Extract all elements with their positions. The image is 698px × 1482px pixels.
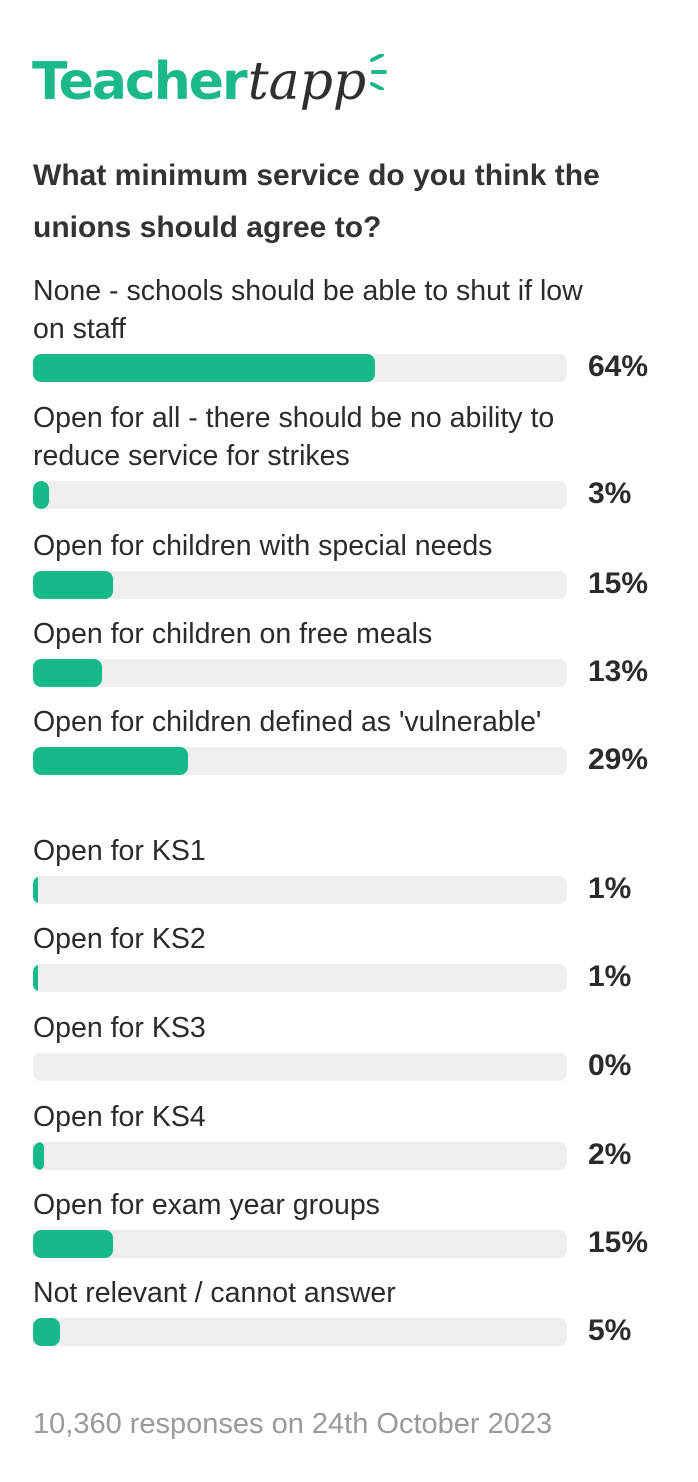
bar-fill [33, 964, 39, 992]
percentage-label: 15% [588, 1226, 649, 1259]
bar-row: 0% [33, 1049, 673, 1082]
sparkle-icon [370, 54, 388, 90]
bar-fill [33, 481, 50, 509]
percentage-label: 1% [588, 872, 632, 905]
percentage-label: 1% [588, 960, 632, 993]
poll-question: What minimum service do you think the un… [33, 159, 600, 244]
bar-track [33, 1318, 567, 1346]
bar-row: 13% [33, 655, 673, 688]
percentage-label: 5% [588, 1314, 632, 1347]
poll-option: None - schools should be able to shut if… [33, 272, 673, 383]
bar-row: 1% [33, 872, 673, 905]
option-label: Open for all - there should be no abilit… [33, 402, 555, 472]
bar-row: 15% [33, 567, 673, 600]
percentage-label: 13% [588, 655, 649, 688]
bar-track [33, 354, 567, 382]
option-label: Open for children on free meals [33, 618, 433, 650]
logo-tapp-text: tapp [247, 52, 367, 112]
poll-option: Open for all - there should be no abilit… [33, 399, 673, 510]
bar-row: 5% [33, 1314, 673, 1347]
bar-fill [33, 659, 103, 687]
bar-track [33, 747, 567, 775]
option-label: Open for KS1 [33, 835, 206, 867]
poll-option: Open for children on free meals 13% [33, 615, 673, 688]
percentage-label: 2% [588, 1138, 632, 1171]
bar-track [33, 1230, 567, 1258]
bar-track [33, 876, 567, 904]
poll-option: Open for children defined as 'vulnerable… [33, 703, 673, 776]
bar-row: 15% [33, 1226, 673, 1259]
bar-track [33, 964, 567, 992]
option-label: Open for KS2 [33, 923, 206, 955]
percentage-label: 15% [588, 567, 649, 600]
poll-option: Open for exam year groups 15% [33, 1186, 673, 1259]
logo-teacher-text: Teacher [32, 52, 248, 112]
percentage-label: 64% [588, 350, 649, 383]
bar-fill [33, 354, 375, 382]
bar-fill [33, 1142, 44, 1170]
bar-fill [33, 1230, 114, 1258]
poll-option: Open for KS3 0% [33, 1009, 673, 1082]
poll-option: Open for KS4 2% [33, 1098, 673, 1171]
poll-option: Open for children with special needs 15% [33, 527, 673, 600]
bar-row: 2% [33, 1138, 673, 1171]
responses-footer: 10,360 responses on 24th October 2023 [33, 1408, 553, 1440]
bar-row: 64% [33, 350, 673, 383]
teachertapp-logo: Teacher tapp [32, 52, 390, 112]
poll-option: Open for KS2 1% [33, 920, 673, 993]
bar-fill [33, 1318, 60, 1346]
option-label: Open for exam year groups [33, 1189, 380, 1221]
bar-row: 29% [33, 743, 673, 776]
option-label: None - schools should be able to shut if… [33, 275, 583, 345]
bar-row: 3% [33, 477, 673, 510]
percentage-label: 3% [588, 477, 632, 510]
bar-track [33, 1053, 567, 1081]
percentage-label: 29% [588, 743, 649, 776]
bar-fill [33, 571, 114, 599]
bar-fill [33, 747, 188, 775]
bar-fill [33, 876, 39, 904]
option-label: Open for children with special needs [33, 530, 493, 562]
percentage-label: 0% [588, 1049, 632, 1082]
bar-track [33, 1142, 567, 1170]
bar-row: 1% [33, 960, 673, 993]
bar-track [33, 571, 567, 599]
option-label: Not relevant / cannot answer [33, 1277, 396, 1309]
bar-track [33, 481, 567, 509]
poll-option: Not relevant / cannot answer 5% [33, 1274, 673, 1347]
option-label: Open for KS3 [33, 1012, 206, 1044]
option-label: Open for children defined as 'vulnerable… [33, 706, 542, 738]
option-label: Open for KS4 [33, 1101, 206, 1133]
bar-track [33, 659, 567, 687]
poll-option: Open for KS1 1% [33, 832, 673, 905]
